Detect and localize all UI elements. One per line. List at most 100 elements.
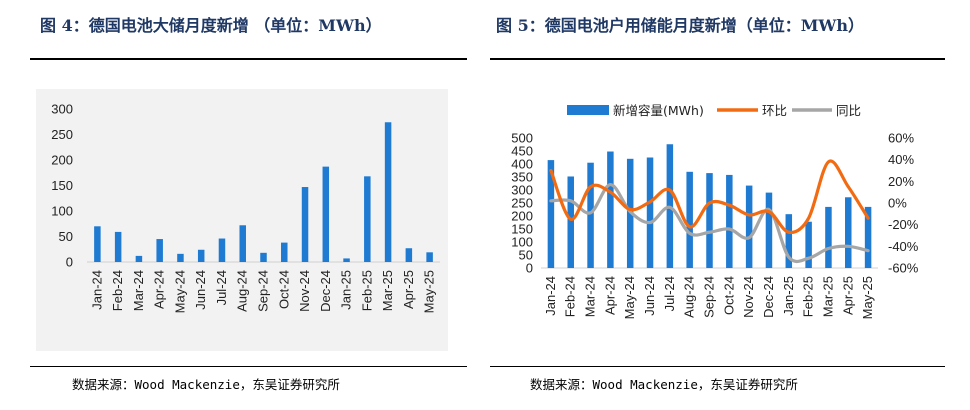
bar: [686, 171, 693, 268]
y-tick-label: 300: [51, 102, 73, 117]
x-tick-label: Mar-24: [131, 270, 146, 311]
bar: [547, 160, 555, 268]
y-tick-label: 300: [511, 183, 533, 198]
y-tick-label: 0: [66, 255, 73, 270]
bar: [845, 197, 852, 268]
bar: [706, 173, 713, 268]
x-tick-label: Sep-24: [256, 270, 271, 312]
y-tick-label: 50: [59, 229, 73, 244]
y2-tick-label: -60%: [888, 261, 919, 276]
bar: [726, 174, 733, 268]
y2-tick-label: -40%: [888, 239, 919, 254]
x-tick-label: Mar-24: [583, 276, 598, 317]
bar: [177, 253, 184, 262]
bar: [281, 242, 288, 262]
bar: [301, 187, 309, 262]
bar: [197, 249, 205, 262]
x-tick-label: May-25: [860, 276, 875, 319]
bar: [805, 221, 812, 268]
left-chart: 0 50 100 150 200 250 300 Jan-24 Feb-24 Mar-24 Apr-…: [51, 102, 440, 313]
x-tick-label: Jan-24: [89, 270, 104, 310]
y-tick-label: 150: [51, 178, 73, 193]
x-tick-label: Apr-25: [401, 270, 416, 309]
y-tick-label: 100: [51, 204, 73, 219]
y-tick-label: 500: [511, 131, 533, 146]
legend-label-yoy: 同比: [836, 103, 861, 118]
bar: [364, 176, 371, 262]
left-title-rule: [30, 58, 467, 60]
x-tick-label: Nov-24: [297, 270, 312, 312]
left-chart-title: 图 4：德国电池大储月度新增 （单位：MWh）: [40, 16, 382, 35]
bar: [765, 192, 773, 268]
y-tick-label: 450: [511, 144, 533, 159]
y-tick-label: 350: [511, 170, 533, 185]
right-source-rule: [490, 366, 945, 367]
x-tick-label: Apr-24: [602, 276, 617, 315]
legend-label-mom: 环比: [762, 103, 787, 118]
bar: [384, 122, 392, 262]
y-tick-label: 250: [511, 196, 533, 211]
x-tick-label: Feb-24: [110, 270, 125, 311]
x-tick-label: Apr-24: [152, 270, 167, 309]
bar: [218, 238, 226, 262]
x-tick-label: Nov-24: [741, 276, 756, 318]
mom-series-line: [549, 159, 870, 235]
bar: [607, 151, 614, 268]
x-tick-label: Aug-24: [235, 270, 250, 312]
y2-tick-label: 60%: [888, 131, 914, 146]
x-tick-label: Mar-25: [820, 276, 835, 317]
x-tick-label: May-24: [172, 270, 187, 313]
right-title-rule: [490, 58, 945, 60]
x-tick-label: Oct-24: [721, 276, 736, 315]
bar: [567, 176, 574, 268]
y2-tick-label: 40%: [888, 152, 914, 167]
x-tick-label: Oct-24: [276, 270, 291, 309]
y-tick-label: 200: [511, 209, 533, 224]
x-tick-label: Jan-24: [543, 276, 558, 316]
y2-tick-label: 0%: [888, 196, 907, 211]
bar: [260, 252, 267, 262]
x-tick-label: Mar-25: [380, 270, 395, 311]
x-tick-label: Feb-24: [563, 276, 578, 317]
x-tick-label: Jan-25: [339, 270, 354, 310]
bar: [825, 206, 832, 268]
y2-tick-label: -20%: [888, 217, 919, 232]
y-tick-label: 400: [511, 157, 533, 172]
x-tick-label: Jun-24: [642, 276, 657, 316]
x-tick-label: Jul-24: [662, 276, 677, 311]
bar: [587, 162, 594, 268]
y-tick-label: 250: [51, 127, 73, 142]
left-chart-area: [36, 89, 448, 351]
y-tick-label: 150: [511, 222, 533, 237]
x-tick-label: Jun-24: [193, 270, 208, 310]
legend-swatch-bars: [567, 105, 609, 115]
x-tick-label: May-24: [622, 276, 637, 319]
bar: [745, 185, 753, 268]
left-source-note: 数据来源：Wood Mackenzie，东吴证券研究所: [72, 377, 340, 392]
y-tick-label: 200: [51, 153, 73, 168]
right-chart-title: 图 5：德国电池户用储能月度新增（单位：MWh）: [496, 16, 865, 35]
bar: [135, 255, 143, 262]
y-tick-label: 0: [526, 261, 533, 276]
bar: [426, 252, 433, 262]
y2-tick-label: 20%: [888, 174, 914, 189]
bar: [322, 166, 330, 262]
x-tick-label: Aug-24: [682, 276, 697, 318]
x-tick-label: Dec-24: [761, 276, 776, 318]
x-tick-label: Feb-25: [359, 270, 374, 311]
left-source-rule: [30, 366, 467, 367]
x-tick-label: Sep-24: [702, 276, 717, 318]
y-tick-label: 100: [511, 235, 533, 250]
x-tick-label: Dec-24: [318, 270, 333, 312]
bar: [646, 157, 654, 268]
bar: [114, 231, 122, 262]
bar: [94, 226, 101, 262]
x-tick-label: Jul-24: [214, 270, 229, 305]
bar: [156, 239, 163, 262]
y-tick-label: 50: [519, 248, 533, 263]
right-source-note: 数据来源：Wood Mackenzie，东吴证券研究所: [530, 377, 798, 392]
x-tick-label: Feb-25: [801, 276, 816, 317]
x-tick-label: Jan-25: [781, 276, 796, 316]
bar: [864, 206, 872, 268]
